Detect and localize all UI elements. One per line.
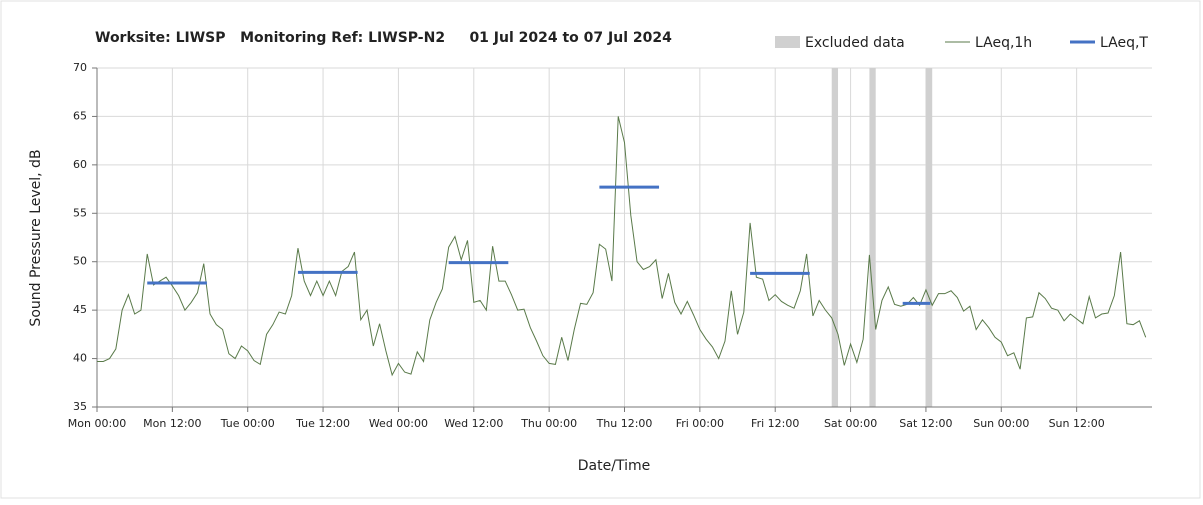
excluded-band (925, 68, 933, 407)
x-tick-label: Sun 00:00 (973, 417, 1029, 430)
x-tick-label: Wed 00:00 (369, 417, 428, 430)
y-tick-label: 55 (73, 206, 87, 219)
x-tick-label: Mon 12:00 (143, 417, 201, 430)
legend-label: LAeq,T (1100, 35, 1148, 51)
x-tick-label: Wed 12:00 (444, 417, 503, 430)
y-tick-label: 40 (73, 352, 87, 365)
y-tick-label: 70 (73, 61, 87, 74)
x-axis-label: Date/Time (578, 458, 650, 474)
legend-swatch (775, 36, 800, 48)
x-tick-label: Fri 12:00 (751, 417, 799, 430)
x-tick-label: Sat 12:00 (899, 417, 952, 430)
y-tick-label: 45 (73, 303, 87, 316)
x-tick-label: Mon 00:00 (68, 417, 126, 430)
x-tick-label: Tue 12:00 (295, 417, 350, 430)
laeq-1h-line (97, 116, 1147, 377)
excluded-band (831, 68, 839, 407)
y-tick-label: 65 (73, 109, 87, 122)
excluded-band (869, 68, 876, 407)
legend-label: Excluded data (805, 35, 905, 51)
x-tick-label: Thu 12:00 (596, 417, 653, 430)
x-tick-label: Thu 00:00 (520, 417, 577, 430)
y-tick-label: 60 (73, 158, 87, 171)
chart-title: Worksite: LIWSP Monitoring Ref: LIWSP-N2… (95, 30, 672, 46)
y-axis-label: Sound Pressure Level, dB (28, 149, 44, 326)
x-tick-label: Sat 00:00 (824, 417, 877, 430)
x-tick-label: Tue 00:00 (220, 417, 275, 430)
x-tick-label: Sun 12:00 (1049, 417, 1105, 430)
legend-label: LAeq,1h (975, 35, 1032, 51)
x-tick-label: Fri 00:00 (676, 417, 724, 430)
y-tick-label: 35 (73, 400, 87, 413)
y-tick-label: 50 (73, 255, 87, 268)
